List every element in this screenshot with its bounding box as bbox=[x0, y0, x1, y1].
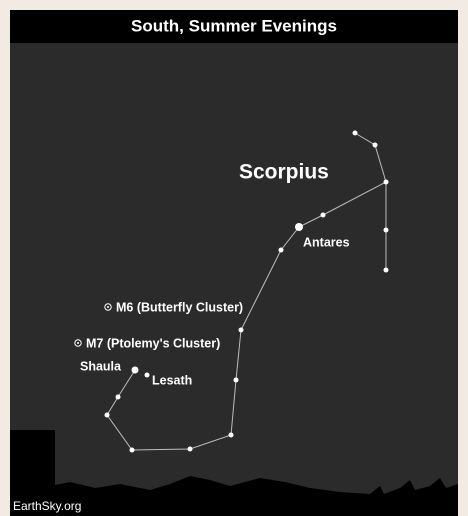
star-lesath bbox=[145, 373, 150, 378]
credit: EarthSky.org bbox=[13, 499, 81, 513]
cluster-label: M6 (Butterfly Cluster) bbox=[116, 300, 243, 314]
star-antares bbox=[295, 223, 303, 231]
star bbox=[239, 328, 244, 333]
star bbox=[384, 268, 389, 273]
chart-title: South, Summer Evenings bbox=[131, 16, 337, 35]
cluster-label: M7 (Ptolemy's Cluster) bbox=[86, 336, 220, 350]
star-shaula bbox=[132, 367, 139, 374]
cluster-m6-core bbox=[107, 306, 109, 308]
star bbox=[279, 248, 284, 253]
star bbox=[353, 131, 358, 136]
constellation-name: Scorpius bbox=[239, 161, 329, 184]
star bbox=[384, 180, 389, 185]
star bbox=[384, 228, 389, 233]
star bbox=[234, 378, 239, 383]
cluster-m7-core bbox=[77, 342, 79, 344]
star bbox=[116, 395, 121, 400]
star bbox=[321, 213, 326, 218]
star bbox=[130, 448, 135, 453]
sky-background bbox=[10, 10, 458, 516]
star bbox=[229, 433, 234, 438]
star bbox=[188, 447, 193, 452]
star-label: Antares bbox=[303, 235, 350, 249]
page: {"header": {"title": "South, Summer Even… bbox=[0, 0, 468, 516]
star bbox=[373, 143, 378, 148]
star bbox=[105, 413, 110, 418]
sky-chart: South, Summer Evenings Scorpius Antares … bbox=[0, 0, 468, 516]
star-label: Shaula bbox=[80, 359, 122, 373]
star-label: Lesath bbox=[152, 373, 192, 387]
